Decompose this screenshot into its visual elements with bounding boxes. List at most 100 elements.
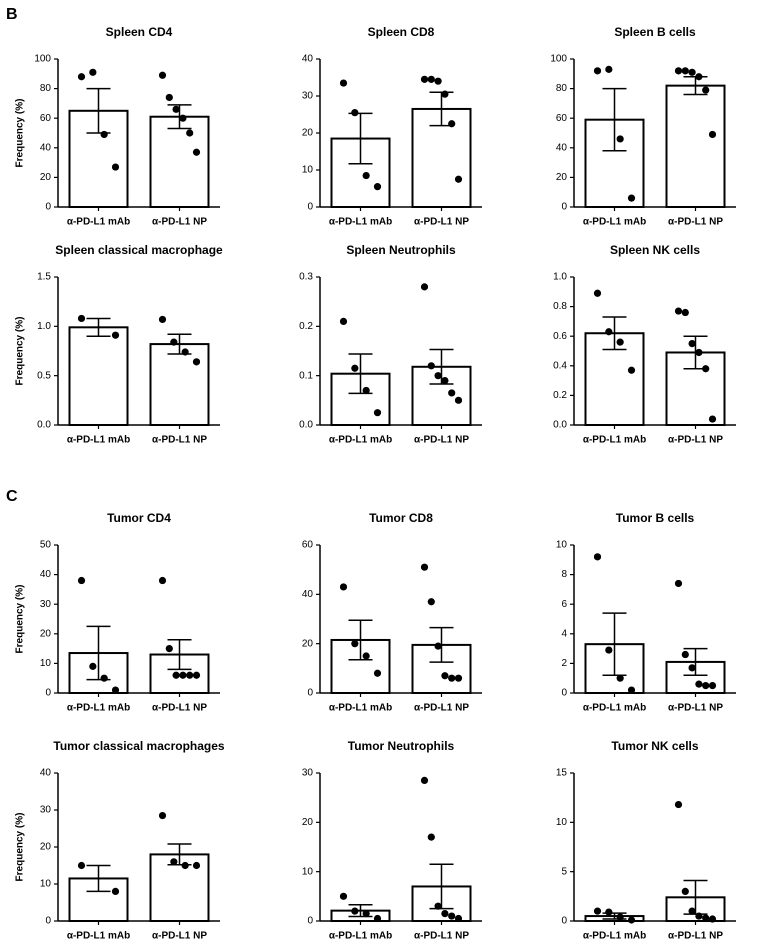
panel-label: B (6, 6, 18, 23)
data-point (627, 366, 636, 374)
y-tick-label: 40 (40, 569, 52, 580)
y-tick-label: 0 (561, 688, 567, 699)
data-point (593, 907, 602, 915)
chart-title: Spleen classical macrophage (55, 243, 223, 257)
data-point (351, 907, 359, 915)
data-point (192, 358, 201, 366)
data-point (454, 914, 463, 923)
data-point (89, 68, 97, 76)
y-axis-label: Frequency (%) (15, 813, 26, 882)
data-point (681, 308, 689, 317)
data-point (170, 338, 178, 346)
y-tick-label: 0 (307, 916, 313, 927)
data-point (688, 68, 696, 76)
data-point (192, 861, 201, 870)
y-tick-label: 1.5 (37, 272, 51, 283)
x-tick-label: α-PD-L1 NP (414, 435, 469, 446)
y-tick-label: 20 (556, 172, 568, 183)
data-point (172, 105, 180, 113)
error-bar (429, 348, 454, 385)
y-tick-label: 20 (40, 628, 52, 639)
chart-title: Tumor Neutrophils (348, 739, 455, 753)
panel-label: C (6, 488, 18, 505)
bar (149, 343, 210, 426)
chart-title: Spleen CD4 (106, 25, 173, 39)
data-point (674, 579, 683, 588)
data-point (186, 129, 194, 137)
x-tick-label: α-PD-L1 mAb (583, 703, 646, 714)
y-tick-label: 0.1 (299, 370, 313, 381)
data-point (339, 583, 348, 591)
x-tick-label: α-PD-L1 mAb (67, 931, 130, 942)
data-point (708, 415, 717, 423)
y-tick-label: 4 (561, 628, 567, 639)
y-tick-label: 0 (561, 916, 567, 927)
data-point (339, 892, 348, 900)
data-point (434, 372, 442, 380)
data-point (681, 887, 689, 896)
chart-title: Tumor B cells (616, 511, 695, 525)
data-point (172, 671, 180, 679)
data-point (454, 396, 463, 404)
data-point (420, 75, 429, 83)
y-tick-label: 0 (45, 202, 51, 213)
data-point (448, 389, 456, 397)
data-point (100, 130, 108, 139)
error-bar (167, 638, 192, 671)
y-axis-label: Frequency (%) (15, 585, 26, 654)
data-point (616, 913, 624, 921)
data-point (420, 283, 429, 291)
chart-title: Tumor NK cells (611, 739, 698, 753)
data-point (181, 348, 189, 356)
y-tick-label: 0.0 (37, 420, 51, 431)
chart-title: Spleen CD8 (368, 25, 435, 39)
y-tick-label: 10 (302, 866, 314, 877)
chart-title: Tumor CD8 (369, 511, 433, 525)
y-tick-label: 20 (40, 842, 52, 853)
bar (68, 326, 129, 427)
y-tick-label: 20 (302, 128, 314, 139)
data-point (688, 907, 696, 915)
data-point (605, 646, 613, 654)
data-point (77, 861, 86, 870)
data-point (111, 331, 120, 339)
x-tick-label: α-PD-L1 NP (668, 435, 723, 446)
data-point (192, 148, 201, 156)
data-point (192, 671, 201, 679)
x-tick-label: α-PD-L1 NP (152, 435, 207, 446)
y-tick-label: 10 (40, 658, 52, 669)
data-point (448, 674, 456, 682)
data-point (165, 645, 173, 653)
x-tick-label: α-PD-L1 mAb (329, 703, 392, 714)
y-tick-label: 0.3 (299, 272, 313, 283)
data-point (702, 682, 710, 690)
y-tick-label: 60 (302, 540, 314, 551)
x-tick-label: α-PD-L1 NP (668, 931, 723, 942)
data-point (362, 652, 370, 660)
data-point (605, 328, 613, 336)
data-point (434, 77, 442, 85)
data-point (427, 362, 435, 370)
data-point (373, 183, 382, 191)
y-axis-label: Frequency (%) (15, 317, 26, 386)
y-axis-label: Frequency (%) (15, 99, 26, 168)
x-tick-label: α-PD-L1 NP (152, 217, 207, 228)
data-point (454, 674, 463, 682)
data-point (702, 914, 710, 922)
data-point (158, 811, 167, 820)
data-point (111, 887, 120, 896)
data-point (77, 576, 86, 585)
data-point (605, 908, 613, 916)
data-point (674, 800, 683, 809)
y-tick-label: 80 (40, 83, 52, 94)
data-point (351, 640, 359, 648)
data-point (158, 71, 167, 79)
y-tick-label: 10 (556, 540, 568, 551)
data-point (362, 386, 370, 395)
data-point (593, 553, 602, 561)
data-point (695, 348, 703, 357)
data-point (89, 662, 97, 670)
y-tick-label: 8 (561, 569, 567, 580)
data-point (627, 194, 636, 202)
